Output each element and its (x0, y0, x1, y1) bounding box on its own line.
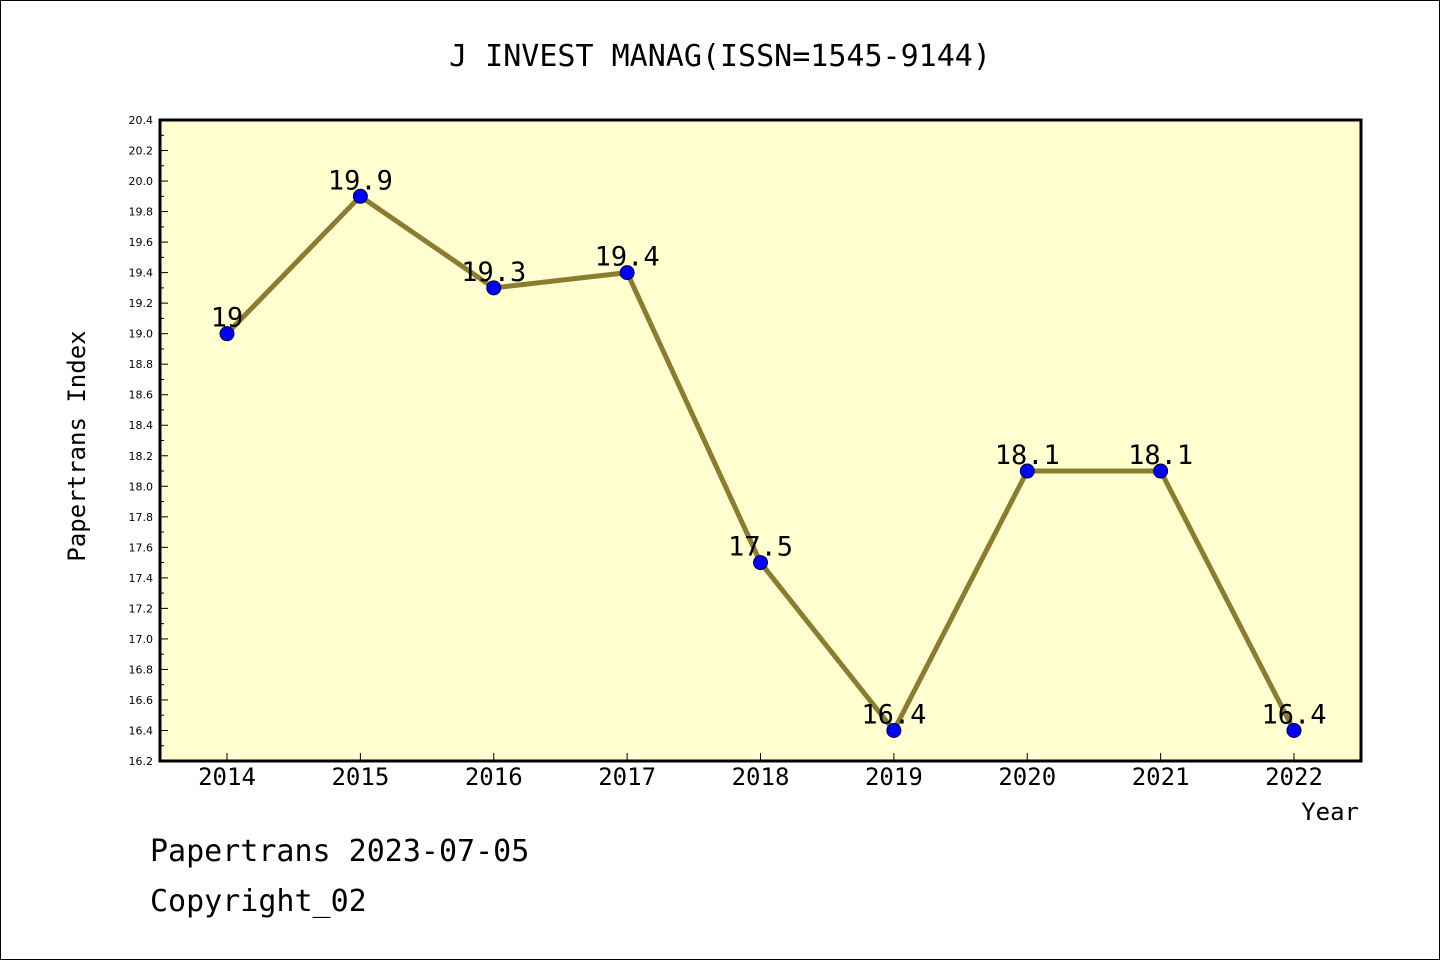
data-label: 18.1 (1128, 440, 1193, 471)
x-axis: 2014 2015 2016 2017 2018 2019 2020 2021 2022 (198, 753, 1323, 791)
y-tick-label: 18.2 (129, 450, 154, 463)
data-label: 18.1 (995, 440, 1060, 471)
data-label: 16.4 (1261, 699, 1326, 730)
y-tick-label: 20.0 (129, 175, 154, 188)
data-label: 19.3 (461, 257, 526, 288)
x-tick-label: 2017 (598, 763, 656, 791)
y-tick-label: 16.2 (129, 755, 154, 768)
y-axis: 16.2 16.4 16.6 16.8 17.0 17.2 17.4 17.6 17.8 18.0… (129, 114, 168, 768)
x-tick-label: 2014 (198, 763, 256, 791)
data-label: 19.9 (328, 165, 393, 196)
y-tick-label: 18.6 (129, 389, 154, 402)
x-tick-label: 2015 (331, 763, 389, 791)
x-tick-label: 2020 (998, 763, 1056, 791)
x-tick-label: 2021 (1132, 763, 1190, 791)
y-tick-label: 17.8 (129, 511, 154, 524)
data-point (1019, 463, 1035, 479)
x-tick-label: 2019 (865, 763, 923, 791)
data-point (753, 555, 768, 571)
x-axis-label: Year (1301, 798, 1359, 826)
y-tick-label: 16.6 (129, 694, 154, 707)
data-point (1286, 722, 1302, 738)
y-tick-label: 17.0 (129, 633, 154, 646)
y-tick-label: 20.2 (129, 145, 154, 158)
y-tick-label: 19.6 (129, 236, 154, 249)
chart-title: J INVEST MANAG(ISSN=1545-9144) (449, 39, 991, 74)
y-tick-label: 19.0 (129, 328, 154, 341)
y-tick-label: 19.8 (129, 206, 154, 219)
data-points (219, 188, 1302, 738)
footer-copyright: Copyright_02 (150, 884, 367, 919)
data-label: 19 (211, 303, 244, 334)
y-tick-label: 18.0 (129, 480, 154, 493)
y-tick-label: 18.4 (129, 419, 154, 432)
data-labels: 19 19.9 19.3 19.4 17.5 16.4 18.1 18.1 16.4 (211, 165, 1327, 730)
plot-area (158, 118, 1363, 763)
y-tick-label: 19.2 (129, 297, 154, 310)
data-point (619, 265, 635, 281)
data-label: 16.4 (861, 699, 926, 730)
data-point (886, 722, 902, 738)
data-point (486, 280, 502, 296)
y-tick-label: 17.2 (129, 602, 154, 615)
data-point (219, 326, 235, 342)
y-tick-label: 16.8 (129, 663, 154, 676)
y-tick-label: 16.4 (129, 724, 154, 737)
x-tick-label: 2016 (465, 763, 523, 791)
x-tick-label: 2022 (1265, 763, 1323, 791)
y-tick-label: 17.4 (129, 572, 154, 585)
y-tick-label: 19.4 (129, 267, 154, 280)
footer-date: Papertrans 2023-07-05 (150, 834, 530, 869)
data-point (1153, 463, 1169, 479)
y-tick-label: 20.4 (129, 114, 154, 127)
data-label: 19.4 (595, 242, 660, 273)
y-tick-label: 17.6 (129, 541, 154, 554)
y-tick-label: 18.8 (129, 358, 154, 371)
data-point (352, 188, 368, 204)
y-axis-label: Papertrans Index (63, 330, 91, 561)
x-tick-label: 2018 (732, 763, 790, 791)
data-label: 17.5 (728, 532, 793, 563)
